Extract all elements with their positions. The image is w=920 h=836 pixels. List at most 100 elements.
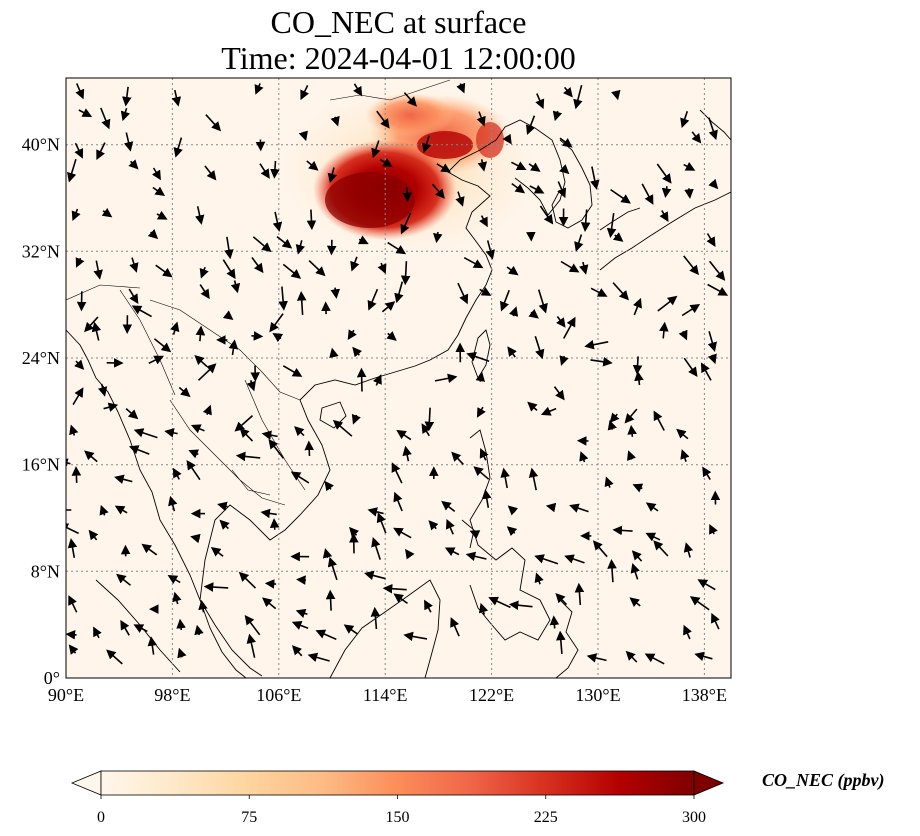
wind-arrow	[347, 329, 357, 341]
wind-arrow	[586, 653, 607, 663]
wind-arrow	[421, 423, 431, 437]
wind-arrow	[114, 505, 128, 515]
map-time-subtitle: Time: 2024-04-01 12:00:00	[221, 40, 576, 76]
wind-arrow	[67, 538, 78, 558]
wind-arrow	[563, 86, 573, 98]
wind-arrow	[278, 286, 288, 311]
wind-arrow	[569, 503, 589, 513]
wind-arrow	[100, 107, 111, 130]
y-tick-label: 40°N	[22, 135, 60, 155]
wind-arrow	[67, 158, 77, 183]
x-tick-label: 98°E	[154, 685, 190, 705]
wind-arrow	[627, 424, 637, 437]
wind-arrow	[592, 540, 608, 558]
wind-arrow	[272, 211, 283, 232]
wind-arrow	[644, 653, 665, 665]
y-tick-label: 0°	[44, 668, 60, 688]
wind-arrow	[99, 504, 109, 516]
y-axis-ticks: 0° 8°N 16°N 24°N 32°N 40°N	[22, 135, 60, 688]
wind-arrow	[403, 631, 428, 642]
wind-arrow	[579, 261, 589, 275]
wind-arrow	[590, 357, 613, 367]
wind-arrow	[469, 530, 481, 539]
wind-arrow	[607, 419, 617, 431]
wind-arrow	[403, 92, 417, 107]
wind-arrow	[156, 210, 168, 220]
wind-arrow	[683, 624, 692, 640]
wind-arrow	[164, 428, 178, 438]
wind-arrow	[631, 550, 643, 562]
wind-arrow	[371, 536, 381, 560]
wind-arrow	[296, 291, 307, 315]
wind-arrow	[508, 306, 519, 317]
wind-arrow	[173, 137, 183, 158]
wind-arrow	[291, 620, 309, 630]
colorbar-ticks	[100, 795, 695, 799]
wind-arrow	[177, 647, 187, 659]
wind-arrow	[552, 110, 563, 122]
wind-arrow	[431, 183, 445, 199]
x-tick-label: 114°E	[363, 685, 408, 705]
wind-arrow	[235, 451, 261, 462]
wind-arrow	[537, 289, 548, 314]
wind-arrow	[645, 502, 659, 512]
wind-arrow	[230, 280, 241, 294]
wind-arrow	[382, 583, 407, 594]
colorbar-tick-label: 300	[682, 809, 706, 826]
wind-arrow	[624, 408, 638, 424]
wind-arrow	[379, 158, 393, 168]
wind-arrow	[202, 404, 212, 416]
wind-arrow	[254, 83, 264, 95]
wind-arrow	[147, 229, 159, 240]
wind-arrow	[75, 257, 85, 268]
wind-arrow	[219, 519, 230, 530]
wind-arrow	[356, 367, 367, 392]
wind-arrow	[559, 164, 570, 175]
wind-arrow	[364, 570, 386, 581]
wind-arrow	[261, 430, 278, 440]
wind-arrow	[534, 335, 545, 360]
wind-arrow	[205, 114, 222, 132]
wind-arrow	[610, 188, 631, 204]
wind-arrow	[607, 559, 617, 583]
wind-arrow	[528, 467, 539, 491]
wind-arrow	[329, 347, 339, 359]
wind-arrow	[151, 167, 161, 181]
wind-arrow	[116, 573, 132, 586]
coastline-sulawesi	[555, 599, 579, 678]
wind-arrow	[300, 85, 310, 101]
wind-arrow	[269, 313, 284, 333]
wind-arrow	[327, 167, 337, 184]
wind-arrow	[282, 365, 303, 377]
wind-arrow	[506, 265, 519, 276]
coastline-taiwan	[471, 329, 491, 380]
wind-arrow	[540, 406, 557, 416]
wind-arrow	[294, 426, 305, 437]
coastline-borneo	[329, 579, 441, 678]
wind-arrow	[507, 346, 517, 358]
wind-arrow	[120, 108, 131, 122]
wind-arrow	[445, 518, 455, 535]
wind-arrow	[114, 474, 133, 484]
colorbar-label: CO_NEC (ppbv)	[762, 770, 885, 790]
wind-arrow	[545, 502, 557, 513]
wind-arrow	[634, 371, 644, 386]
wind-arrow	[141, 543, 158, 556]
wind-arrow	[194, 355, 208, 367]
wind-arrow	[246, 380, 256, 392]
wind-arrow	[373, 374, 382, 386]
wind-arrow	[475, 371, 486, 382]
wind-arrow	[476, 406, 486, 418]
wind-arrow	[627, 450, 637, 461]
wind-arrow	[203, 582, 229, 592]
wind-arrow	[71, 466, 82, 483]
coastline-japan	[599, 109, 731, 271]
wind-arrow	[683, 357, 698, 378]
wind-arrow	[296, 575, 306, 585]
wind-arrow	[676, 428, 689, 440]
wind-arrow	[295, 240, 306, 255]
colorbar-max-extend	[693, 770, 725, 796]
wind-arrow	[450, 617, 460, 637]
wind-arrow	[549, 615, 560, 629]
wind-arrow	[194, 624, 204, 636]
